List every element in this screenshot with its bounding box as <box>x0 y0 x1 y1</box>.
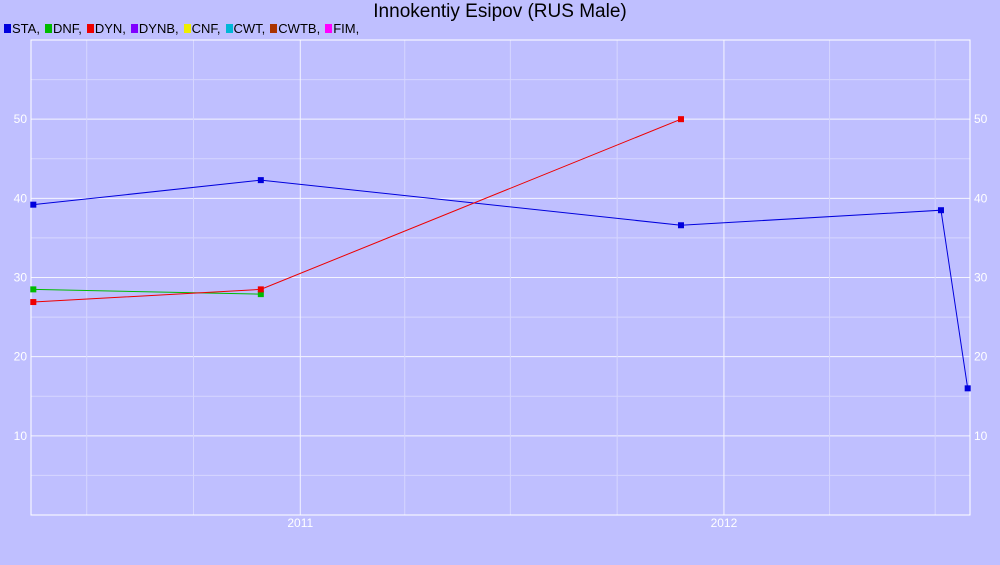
data-point-dyn <box>257 286 264 293</box>
y-tick-label: 20 <box>14 350 28 364</box>
legend-item-dnf: DNF, <box>44 20 82 36</box>
data-point-sta <box>30 201 37 208</box>
data-point-dnf <box>30 286 37 293</box>
plot-frame <box>30 39 971 516</box>
legend-item-cwt: CWT, <box>225 20 266 36</box>
legend-item-cwtb: CWTB, <box>270 21 320 36</box>
legend-label: CNF, <box>191 20 221 36</box>
y-tick-label-right: 50 <box>974 112 988 126</box>
legend-item-dynb: DYNB, <box>130 20 179 36</box>
legend-swatch <box>325 23 333 33</box>
y-tick-label-right: 30 <box>974 271 988 285</box>
legend-item-sta: STA, <box>4 21 40 36</box>
data-point-sta <box>677 222 684 229</box>
legend-swatch <box>270 23 278 33</box>
legend-label: CWT, <box>233 20 266 36</box>
data-point-dyn <box>677 116 684 123</box>
y-tick-label-right: 10 <box>974 429 988 443</box>
legend-item-fim: FIM, <box>325 21 359 36</box>
y-tick-label: 30 <box>14 271 28 285</box>
legend-label: DYN, <box>94 20 126 36</box>
series-line-dnf <box>33 288 261 295</box>
y-tick-label-right: 20 <box>974 350 988 364</box>
legend-swatch <box>4 23 11 33</box>
data-point-sta <box>257 177 264 184</box>
legend-label: CWTB, <box>278 20 321 36</box>
legend-swatch <box>130 23 138 33</box>
legend-label: FIM, <box>333 20 360 36</box>
legend-label: STA, <box>12 20 40 36</box>
data-point-dyn <box>30 299 37 306</box>
legend: STA, DNF, DYN, DYNB, CNF, CWT, CWTB, FIM, <box>4 20 364 36</box>
data-point-sta <box>964 385 971 392</box>
legend-swatch <box>44 23 52 33</box>
y-tick-label: 50 <box>14 112 28 126</box>
legend-label: DYNB, <box>138 20 179 36</box>
x-tick-label: 2012 <box>711 516 738 530</box>
chart-title: Innokentiy Esipov (RUS Male) <box>373 1 627 22</box>
legend-swatch <box>86 23 94 33</box>
x-tick-label: 2011 <box>287 516 313 530</box>
legend-swatch <box>183 23 191 33</box>
legend-item-dyn: DYN, <box>86 20 126 36</box>
y-tick-label-right: 40 <box>974 191 988 205</box>
y-tick-label: 10 <box>14 429 28 443</box>
legend-item-cnf: CNF, <box>183 20 221 36</box>
y-tick-label: 40 <box>14 191 28 205</box>
legend-swatch <box>225 23 233 33</box>
data-point-dnf <box>257 291 264 298</box>
legend-label: DNF, <box>52 20 82 36</box>
data-point-sta <box>937 207 944 214</box>
